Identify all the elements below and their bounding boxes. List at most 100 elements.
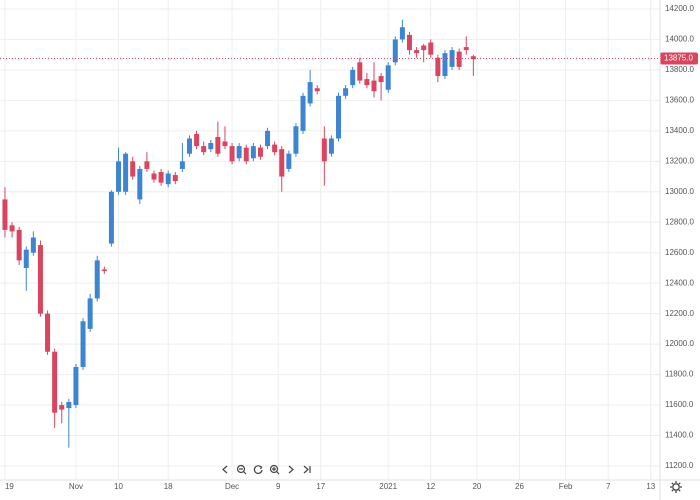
- candle-body: [208, 143, 214, 150]
- candle-body: [123, 153, 129, 192]
- candle-body: [314, 88, 320, 92]
- candle-body: [449, 50, 455, 67]
- x-tick-label: 26: [515, 482, 524, 491]
- x-tick-label: 9: [276, 482, 281, 491]
- scroll-left-button[interactable]: [222, 465, 228, 474]
- axis-labels: 11200.0 11400.0 11600.0 11800.0 12000.0 12200…: [5, 4, 698, 491]
- candle-body: [144, 161, 150, 169]
- candle-body: [470, 56, 476, 60]
- candle-body: [336, 95, 342, 139]
- candle-body: [236, 146, 242, 159]
- y-tick-label: 12400.0: [665, 278, 694, 287]
- candle-body: [243, 147, 249, 162]
- x-tick-label: 17: [316, 482, 325, 491]
- candle-body: [321, 138, 327, 162]
- candle-body: [414, 50, 420, 54]
- grid: [0, 0, 660, 480]
- candle-body: [272, 144, 278, 153]
- candle-body: [222, 141, 228, 147]
- zoom-in-button[interactable]: [269, 464, 280, 475]
- candle-body: [45, 313, 51, 352]
- candle-body: [116, 161, 122, 192]
- candle-body: [442, 53, 448, 77]
- y-tick-label: 14000.0: [665, 35, 694, 44]
- candle-body: [378, 76, 384, 83]
- candle-body: [364, 79, 370, 86]
- candle-body: [265, 130, 271, 147]
- x-tick-label: 7: [606, 482, 611, 491]
- y-tick-label: 13000.0: [665, 187, 694, 196]
- y-tick-label: 11200.0: [665, 461, 694, 470]
- candle-body: [399, 27, 405, 40]
- candle-body: [151, 173, 157, 180]
- candle-body: [257, 147, 263, 157]
- candle-body: [66, 402, 72, 409]
- settings-button[interactable]: [670, 481, 682, 493]
- y-tick-label: 12800.0: [665, 217, 694, 226]
- candle-body: [9, 225, 15, 232]
- scroll-right-button[interactable]: [288, 465, 294, 474]
- price-label-box: [660, 52, 698, 65]
- candle-body: [428, 42, 434, 55]
- candle-body: [137, 168, 143, 200]
- candle-body: [52, 351, 58, 413]
- y-tick-label: 12600.0: [665, 248, 694, 257]
- candle-body: [101, 269, 107, 271]
- candle-body: [30, 237, 36, 253]
- x-tick-label: 19: [5, 482, 14, 491]
- candle-body: [350, 69, 356, 86]
- x-tick-label: Nov: [69, 482, 83, 491]
- candle-body: [165, 173, 171, 185]
- candles: [0, 19, 660, 448]
- candle-body: [385, 65, 391, 90]
- candle-body: [158, 171, 164, 183]
- candle-body: [179, 161, 185, 169]
- candle-body: [229, 146, 235, 162]
- y-tick-label: 12000.0: [665, 339, 694, 348]
- candle-body: [2, 199, 8, 230]
- candle-body: [300, 95, 306, 131]
- x-tick-label: Feb: [559, 482, 573, 491]
- candle-body: [371, 80, 377, 92]
- x-tick-label: 20: [472, 482, 481, 491]
- candle-body: [307, 82, 313, 104]
- candle-body: [23, 249, 29, 268]
- candle-body: [421, 45, 427, 51]
- x-tick-label: Dec: [225, 482, 239, 491]
- y-tick-label: 13800.0: [665, 65, 694, 74]
- y-tick-label: 14200.0: [665, 4, 694, 13]
- y-tick-label: 13600.0: [665, 95, 694, 104]
- candle-body: [59, 405, 65, 410]
- x-tick-label: 10: [114, 482, 123, 491]
- candle-body: [186, 138, 192, 154]
- candle-body: [130, 161, 136, 177]
- candle-body: [73, 366, 79, 406]
- candle-body: [108, 191, 114, 244]
- candle-body: [435, 57, 441, 77]
- y-tick-label: 11600.0: [665, 400, 694, 409]
- candle-body: [357, 62, 363, 81]
- toolbar: [222, 464, 311, 475]
- candle-body: [194, 133, 200, 147]
- candle-body: [463, 47, 469, 51]
- price-label: 13875.0: [664, 54, 693, 63]
- candle-body: [279, 149, 285, 177]
- candle-body: [172, 175, 178, 182]
- candle-body: [87, 298, 93, 329]
- y-tick-label: 13200.0: [665, 156, 694, 165]
- y-tick-label: 13400.0: [665, 126, 694, 135]
- reset-button[interactable]: [253, 465, 263, 474]
- x-tick-label: 12: [426, 482, 435, 491]
- y-tick-label: 12200.0: [665, 309, 694, 318]
- y-tick-label: 11400.0: [665, 431, 694, 440]
- zoom-out-button[interactable]: [236, 464, 247, 475]
- candle-body: [328, 138, 334, 154]
- x-tick-label: 13: [646, 482, 655, 491]
- candle-body: [201, 146, 207, 153]
- candle-body: [343, 88, 349, 96]
- candle-body: [406, 34, 412, 51]
- scroll-end-button[interactable]: [303, 465, 311, 474]
- candle-body: [94, 260, 100, 299]
- x-tick-label: 2021: [379, 482, 397, 491]
